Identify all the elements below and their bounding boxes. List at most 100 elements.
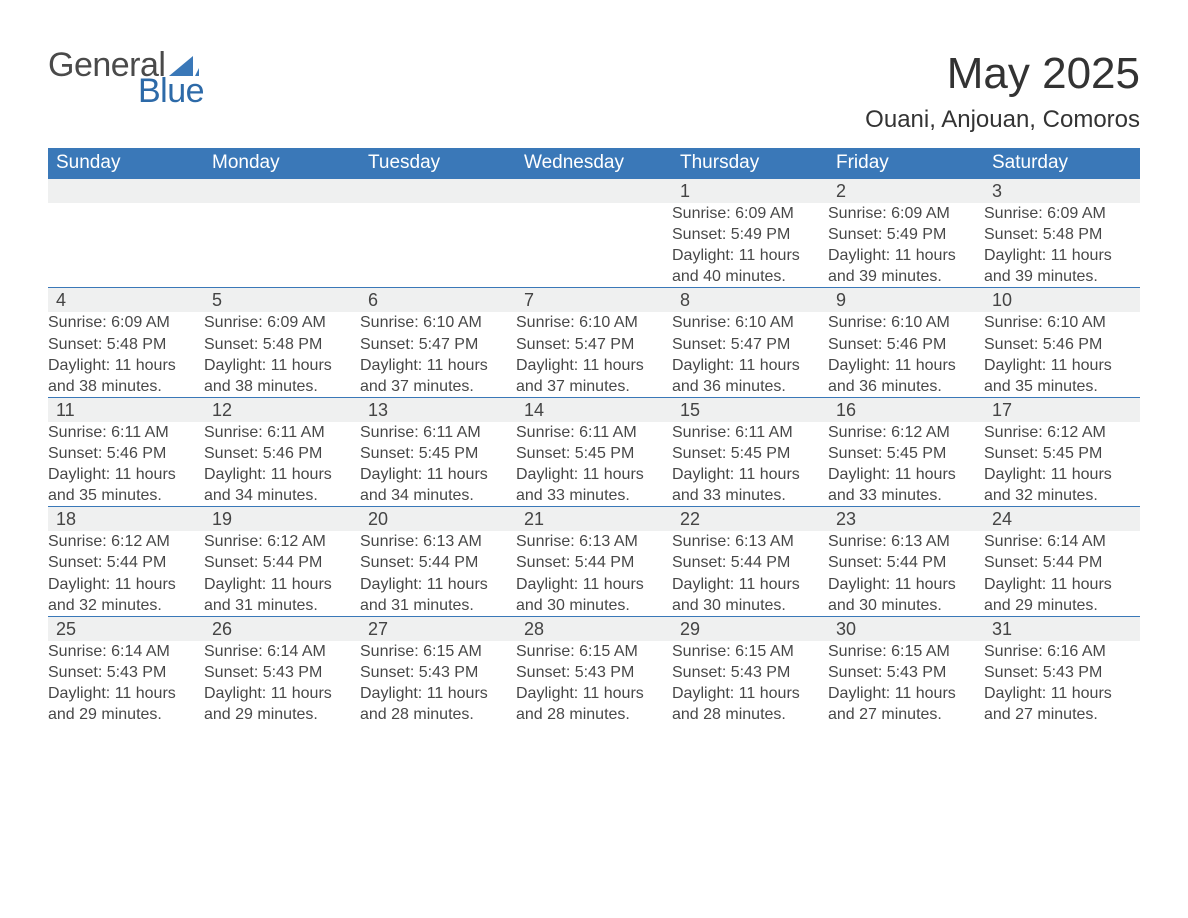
daylight-line: Daylight: 11 hours and 31 minutes. (360, 574, 516, 616)
sunrise-line: Sunrise: 6:14 AM (204, 641, 360, 662)
calendar-day-number: 11 (48, 397, 204, 422)
sunrise-line: Sunrise: 6:14 AM (984, 531, 1140, 552)
sunset-line: Sunset: 5:43 PM (48, 662, 204, 683)
sunrise-line: Sunrise: 6:09 AM (828, 203, 984, 224)
calendar-day-number: 17 (984, 397, 1140, 422)
day-number-label: 9 (828, 288, 984, 312)
daylight-line: Daylight: 11 hours and 28 minutes. (516, 683, 672, 725)
daylight-line: Daylight: 11 hours and 36 minutes. (828, 355, 984, 397)
calendar-cell-empty (48, 179, 204, 204)
daylight-line: Daylight: 11 hours and 40 minutes. (672, 245, 828, 287)
daylight-line: Daylight: 11 hours and 37 minutes. (360, 355, 516, 397)
calendar-day-info: Sunrise: 6:10 AMSunset: 5:47 PMDaylight:… (516, 312, 672, 397)
daylight-line: Daylight: 11 hours and 32 minutes. (48, 574, 204, 616)
calendar-day-info: Sunrise: 6:11 AMSunset: 5:45 PMDaylight:… (360, 422, 516, 507)
calendar-table: SundayMondayTuesdayWednesdayThursdayFrid… (48, 148, 1140, 733)
sunset-line: Sunset: 5:43 PM (516, 662, 672, 683)
day-number-label: 8 (672, 288, 828, 312)
sunrise-line: Sunrise: 6:13 AM (672, 531, 828, 552)
calendar-day-info: Sunrise: 6:13 AMSunset: 5:44 PMDaylight:… (360, 531, 516, 616)
sunset-line: Sunset: 5:48 PM (48, 334, 204, 355)
calendar-day-number: 1 (672, 179, 828, 204)
weekday-header: Friday (828, 148, 984, 179)
calendar-day-info: Sunrise: 6:12 AMSunset: 5:44 PMDaylight:… (204, 531, 360, 616)
sunrise-line: Sunrise: 6:12 AM (48, 531, 204, 552)
calendar-day-info: Sunrise: 6:11 AMSunset: 5:46 PMDaylight:… (204, 422, 360, 507)
weekday-header: Sunday (48, 148, 204, 179)
calendar-header-row: SundayMondayTuesdayWednesdayThursdayFrid… (48, 148, 1140, 179)
calendar-day-number: 23 (828, 507, 984, 532)
day-number-label: 10 (984, 288, 1140, 312)
calendar-day-info: Sunrise: 6:11 AMSunset: 5:45 PMDaylight:… (516, 422, 672, 507)
sunrise-line: Sunrise: 6:11 AM (204, 422, 360, 443)
calendar-week-daynum-row: 11121314151617 (48, 397, 1140, 422)
sunset-line: Sunset: 5:43 PM (360, 662, 516, 683)
calendar-day-number: 28 (516, 616, 672, 641)
calendar-day-number: 18 (48, 507, 204, 532)
daylight-line: Daylight: 11 hours and 30 minutes. (516, 574, 672, 616)
calendar-day-info: Sunrise: 6:14 AMSunset: 5:44 PMDaylight:… (984, 531, 1140, 616)
calendar-day-number: 24 (984, 507, 1140, 532)
calendar-day-info: Sunrise: 6:13 AMSunset: 5:44 PMDaylight:… (672, 531, 828, 616)
sunset-line: Sunset: 5:47 PM (672, 334, 828, 355)
calendar-day-info: Sunrise: 6:09 AMSunset: 5:49 PMDaylight:… (672, 203, 828, 288)
sunset-line: Sunset: 5:48 PM (984, 224, 1140, 245)
calendar-day-info: Sunrise: 6:14 AMSunset: 5:43 PMDaylight:… (48, 641, 204, 733)
day-number-label: 2 (828, 179, 984, 203)
calendar-week-daynum-row: 25262728293031 (48, 616, 1140, 641)
calendar-day-info: Sunrise: 6:10 AMSunset: 5:47 PMDaylight:… (360, 312, 516, 397)
daylight-line: Daylight: 11 hours and 32 minutes. (984, 464, 1140, 506)
calendar-day-number: 19 (204, 507, 360, 532)
calendar-day-info: Sunrise: 6:15 AMSunset: 5:43 PMDaylight:… (672, 641, 828, 733)
calendar-day-number: 16 (828, 397, 984, 422)
sunrise-line: Sunrise: 6:12 AM (828, 422, 984, 443)
calendar-day-number: 21 (516, 507, 672, 532)
calendar-week-info-row: Sunrise: 6:09 AMSunset: 5:49 PMDaylight:… (48, 203, 1140, 288)
sunrise-line: Sunrise: 6:11 AM (48, 422, 204, 443)
sunrise-line: Sunrise: 6:15 AM (360, 641, 516, 662)
calendar-day-info: Sunrise: 6:12 AMSunset: 5:44 PMDaylight:… (48, 531, 204, 616)
sunset-line: Sunset: 5:46 PM (48, 443, 204, 464)
daylight-line: Daylight: 11 hours and 30 minutes. (672, 574, 828, 616)
sunrise-line: Sunrise: 6:15 AM (828, 641, 984, 662)
sunrise-line: Sunrise: 6:12 AM (204, 531, 360, 552)
calendar-day-info: Sunrise: 6:11 AMSunset: 5:45 PMDaylight:… (672, 422, 828, 507)
calendar-day-number: 2 (828, 179, 984, 204)
day-number-label: 11 (48, 398, 204, 422)
sunset-line: Sunset: 5:44 PM (204, 552, 360, 573)
calendar-day-info: Sunrise: 6:11 AMSunset: 5:46 PMDaylight:… (48, 422, 204, 507)
day-number-label: 16 (828, 398, 984, 422)
daylight-line: Daylight: 11 hours and 36 minutes. (672, 355, 828, 397)
sunrise-line: Sunrise: 6:15 AM (516, 641, 672, 662)
sunset-line: Sunset: 5:44 PM (984, 552, 1140, 573)
day-number-label: 14 (516, 398, 672, 422)
calendar-day-info: Sunrise: 6:13 AMSunset: 5:44 PMDaylight:… (516, 531, 672, 616)
daylight-line: Daylight: 11 hours and 27 minutes. (828, 683, 984, 725)
calendar-week-daynum-row: 18192021222324 (48, 507, 1140, 532)
calendar-day-info: Sunrise: 6:15 AMSunset: 5:43 PMDaylight:… (516, 641, 672, 733)
day-number-label: 3 (984, 179, 1140, 203)
daylight-line: Daylight: 11 hours and 39 minutes. (984, 245, 1140, 287)
sunrise-line: Sunrise: 6:09 AM (48, 312, 204, 333)
brand-logo: General Blue (48, 48, 204, 108)
daylight-line: Daylight: 11 hours and 33 minutes. (828, 464, 984, 506)
daylight-line: Daylight: 11 hours and 34 minutes. (360, 464, 516, 506)
sunset-line: Sunset: 5:43 PM (828, 662, 984, 683)
sunset-line: Sunset: 5:48 PM (204, 334, 360, 355)
calendar-day-info: Sunrise: 6:12 AMSunset: 5:45 PMDaylight:… (984, 422, 1140, 507)
calendar-day-number: 9 (828, 288, 984, 313)
calendar-cell-empty (48, 203, 204, 288)
calendar-week-info-row: Sunrise: 6:09 AMSunset: 5:48 PMDaylight:… (48, 312, 1140, 397)
sunrise-line: Sunrise: 6:11 AM (672, 422, 828, 443)
daylight-line: Daylight: 11 hours and 31 minutes. (204, 574, 360, 616)
logo-word-blue: Blue (138, 74, 204, 108)
day-number-label: 7 (516, 288, 672, 312)
daylight-line: Daylight: 11 hours and 29 minutes. (204, 683, 360, 725)
sail-icon (169, 54, 199, 76)
calendar-day-info: Sunrise: 6:10 AMSunset: 5:46 PMDaylight:… (828, 312, 984, 397)
daylight-line: Daylight: 11 hours and 38 minutes. (204, 355, 360, 397)
calendar-day-number: 30 (828, 616, 984, 641)
weekday-header: Tuesday (360, 148, 516, 179)
daylight-line: Daylight: 11 hours and 39 minutes. (828, 245, 984, 287)
calendar-day-number: 10 (984, 288, 1140, 313)
